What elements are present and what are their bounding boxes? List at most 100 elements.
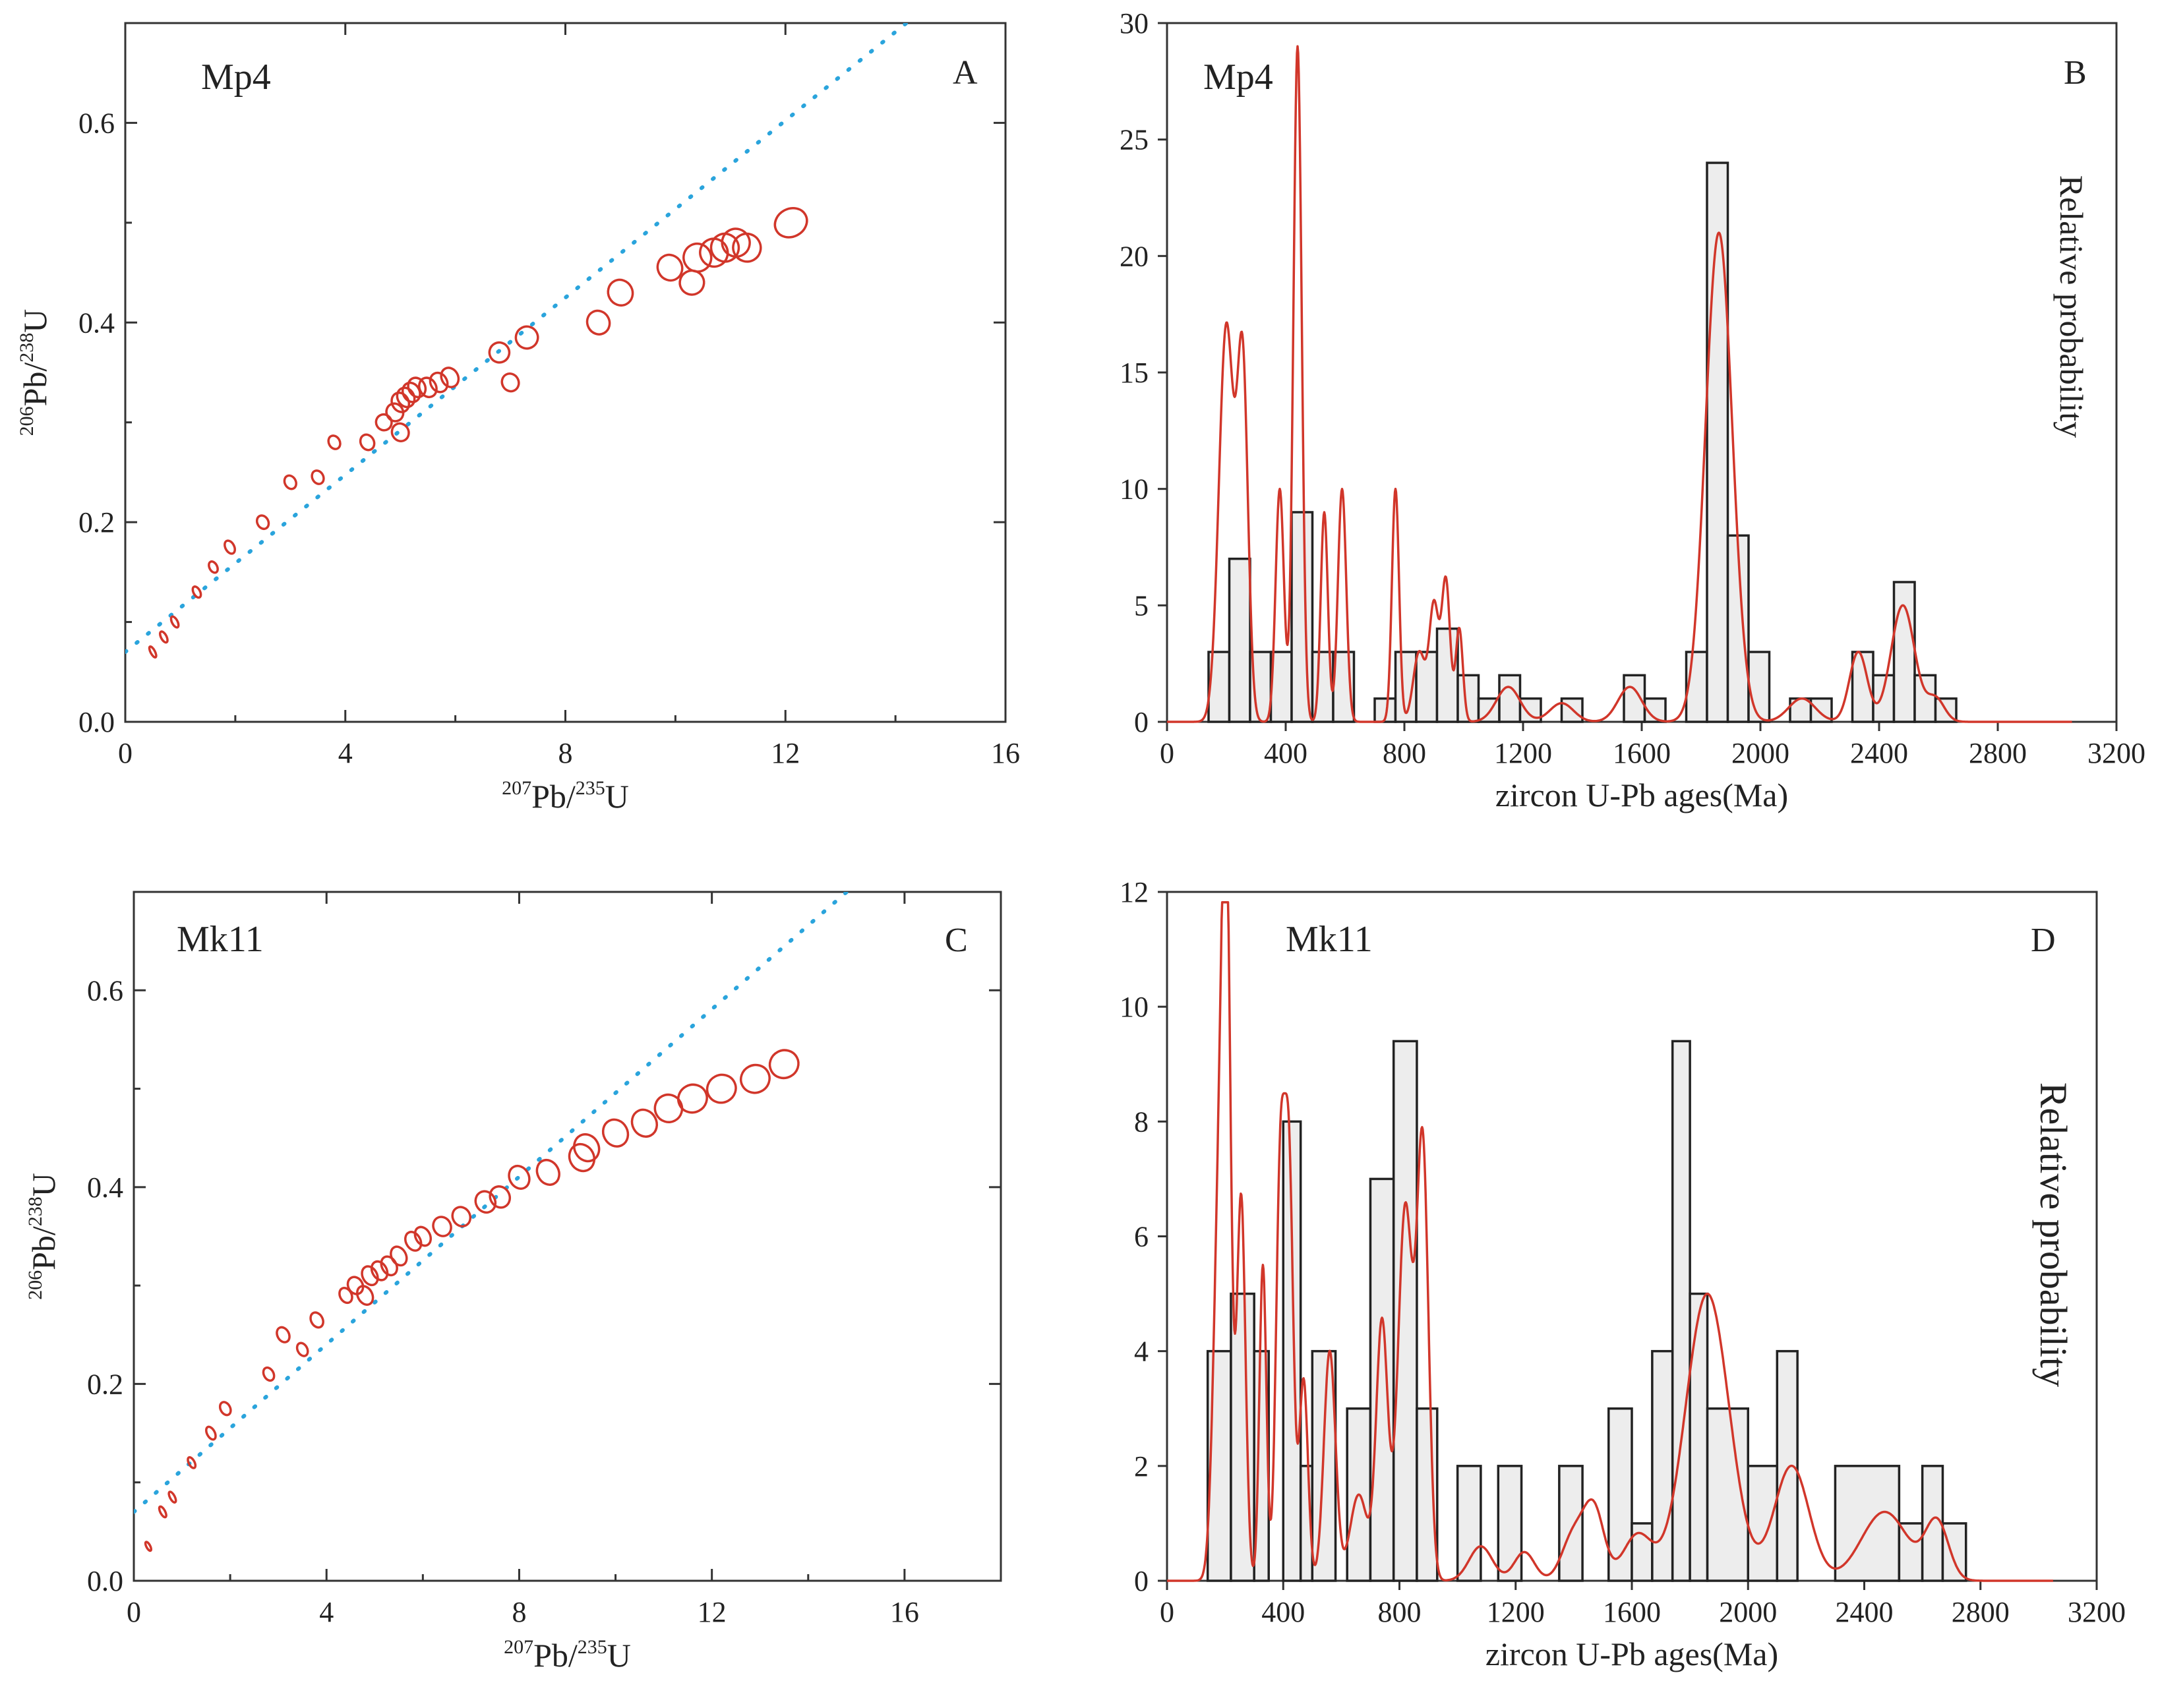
analysis-ellipse <box>630 1108 659 1138</box>
histogram-bar <box>1456 1465 1482 1582</box>
histogram-bar <box>1747 651 1771 723</box>
analysis-ellipse <box>773 207 808 239</box>
analysis-ellipse <box>385 402 405 423</box>
histogram-bar <box>1290 511 1314 723</box>
histogram-bar <box>1497 1465 1523 1582</box>
axis-label-text: Pb/ <box>16 363 53 407</box>
analysis-ellipse <box>535 1158 560 1186</box>
axis-label-text: U <box>16 309 53 333</box>
y-tick-label: 0.6 <box>78 107 115 139</box>
y-tick-label: 0 <box>1134 706 1149 738</box>
x-tick-label: 16 <box>890 1596 919 1628</box>
axis-label-text: Pb/ <box>25 1226 62 1270</box>
relative-probability-label: Relative probability <box>2032 1082 2075 1387</box>
axis-label-superscript: 235 <box>578 1636 607 1658</box>
y-axis-label-group: 206Pb/238U <box>24 1173 62 1300</box>
analysis-ellipse <box>488 341 511 364</box>
x-axis-label: zircon U-Pb ages(Ma) <box>1495 777 1788 813</box>
axis-label-text: Pb/ <box>533 1637 578 1674</box>
y-axis-label: 206Pb/238U <box>16 309 53 436</box>
analysis-ellipse <box>390 392 411 413</box>
axis-label-superscript: 235 <box>576 777 605 799</box>
analysis-ellipse <box>653 1093 684 1123</box>
y-tick-label: 0.2 <box>87 1368 123 1400</box>
axis-label-text: Pb/ <box>531 778 576 815</box>
sample-name: Mp4 <box>1203 57 1273 98</box>
axis-label-superscript: 238 <box>24 1196 46 1226</box>
analysis-ellipse <box>418 376 438 399</box>
panel-label: A <box>953 54 978 92</box>
axis-label-text: U <box>25 1173 62 1196</box>
analysis-ellipse <box>218 1401 232 1417</box>
analysis-ellipse <box>432 1216 452 1237</box>
histogram-bar <box>1913 674 1937 723</box>
x-axis-label: zircon U-Pb ages(Ma) <box>1485 1635 1778 1672</box>
sample-name: Mk11 <box>1286 919 1373 960</box>
analysis-ellipse <box>361 1265 379 1287</box>
x-tick-label: 12 <box>771 737 800 769</box>
histogram-bar <box>1369 1177 1395 1582</box>
analysis-ellipse <box>440 367 460 388</box>
histogram-bar <box>1415 651 1439 723</box>
x-tick-label: 2400 <box>1836 1596 1894 1628</box>
probability-curve <box>1166 45 2073 723</box>
histogram-bar <box>1689 1292 1709 1582</box>
axis-label-superscript: 207 <box>502 777 531 799</box>
axis-label-text: U <box>605 778 629 815</box>
analysis-ellipse <box>396 386 416 409</box>
histogram-bar <box>1921 1465 1944 1582</box>
plot-frame <box>124 22 1007 723</box>
analysis-ellipse <box>404 1231 423 1252</box>
y-tick-label: 5 <box>1134 589 1149 622</box>
panel-label: C <box>945 922 968 959</box>
x-tick-label: 2400 <box>1850 737 1908 769</box>
x-tick-label: 8 <box>558 737 573 769</box>
histogram-bar <box>1228 557 1251 723</box>
y-tick-label: 2 <box>1134 1450 1149 1483</box>
histogram-bar <box>1392 1040 1418 1582</box>
histogram-bar <box>1498 674 1522 723</box>
x-tick-label: 800 <box>1383 737 1426 769</box>
y-tick-label: 10 <box>1120 991 1149 1023</box>
x-tick-label: 2800 <box>1969 737 2027 769</box>
analysis-ellipse <box>682 242 713 273</box>
axis-label-superscript: 207 <box>504 1636 533 1658</box>
y-tick-label: 0.0 <box>87 1565 123 1597</box>
analysis-ellipse <box>167 1490 177 1504</box>
x-tick-label: 2800 <box>1952 1596 2010 1628</box>
histogram-bar <box>1892 581 1916 723</box>
analysis-ellipse <box>191 585 202 599</box>
x-tick-label: 0 <box>1160 737 1174 769</box>
analysis-ellipse <box>148 645 158 659</box>
analysis-ellipse <box>721 227 751 258</box>
relative-probability-label: Relative probability <box>2053 175 2090 438</box>
histogram-bar <box>1706 162 1729 723</box>
x-tick-label: 0 <box>1160 1596 1174 1628</box>
analysis-ellipse <box>159 630 169 644</box>
right-label-group: Relative probability <box>2053 175 2090 438</box>
histogram-bar <box>1435 627 1459 723</box>
y-tick-label: 30 <box>1120 7 1149 40</box>
analysis-ellipse <box>205 1425 217 1441</box>
analysis-ellipse <box>283 474 297 490</box>
x-tick-label: 12 <box>698 1596 727 1628</box>
panel-B: 0 400 800 1200 1600 2000 2400 2800 3200 0 5 10 15 20 2… <box>1120 7 2145 813</box>
x-tick-label: 2000 <box>1731 737 1789 769</box>
axis-label-superscript: 238 <box>16 333 38 363</box>
analysis-ellipse <box>144 1541 153 1552</box>
analysis-ellipse <box>262 1366 276 1382</box>
analysis-ellipse <box>508 1164 531 1190</box>
x-tick-label: 0 <box>127 1596 141 1628</box>
y-tick-label: 20 <box>1120 240 1149 272</box>
reference-line <box>134 892 849 1514</box>
x-tick-label: 4 <box>338 737 353 769</box>
histogram-bar <box>1671 1040 1691 1582</box>
analysis-ellipse <box>370 1260 389 1281</box>
y-axis-label-group: 206Pb/238U <box>16 309 53 436</box>
histogram-bar <box>1872 674 1896 723</box>
histogram-bar <box>1269 651 1293 723</box>
y-tick-label: 25 <box>1120 124 1149 156</box>
analysis-ellipse <box>390 422 410 442</box>
